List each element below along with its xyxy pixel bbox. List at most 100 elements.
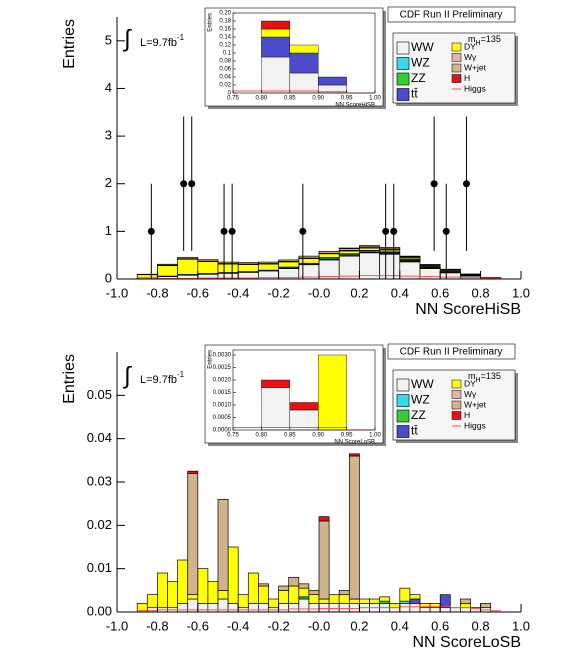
mass-symbol: m bbox=[468, 34, 476, 44]
legend-label: Higgs bbox=[464, 83, 486, 93]
histogram-bar bbox=[318, 253, 340, 258]
legend-label: tt̄ bbox=[411, 424, 418, 438]
histogram-bar bbox=[318, 76, 347, 86]
legend-swatch bbox=[396, 425, 410, 438]
histogram-bar bbox=[379, 596, 391, 602]
inset-x-tick-label: 0.85 bbox=[284, 433, 296, 439]
luminosity: L=9.7fb-1 bbox=[140, 370, 185, 386]
legend-label: W+jet bbox=[464, 399, 487, 409]
histogram-bar bbox=[409, 598, 421, 604]
x-tick-label: -1.0 bbox=[106, 618, 128, 633]
luminosity-exponent: -1 bbox=[177, 33, 185, 42]
histogram-bar bbox=[348, 455, 360, 600]
histogram-bar bbox=[258, 585, 269, 604]
x-axis-label: NN ScoreHiSB bbox=[415, 301, 521, 318]
data-point bbox=[442, 227, 450, 235]
mass-value: =135 bbox=[481, 34, 501, 44]
histogram-bar bbox=[399, 602, 411, 613]
mass-subscript: H bbox=[476, 40, 481, 47]
inset-y-tick-label: 0.08 bbox=[219, 59, 231, 65]
histogram-bar bbox=[439, 594, 451, 609]
x-tick-label: 0.6 bbox=[431, 285, 449, 300]
x-tick-label: -0.8 bbox=[146, 285, 168, 300]
legend-label: WW bbox=[411, 40, 434, 54]
histogram-bar bbox=[278, 259, 300, 262]
histogram-bar bbox=[389, 602, 401, 609]
luminosity-text: L=9.7fb bbox=[140, 374, 177, 386]
histogram-bar bbox=[348, 598, 360, 604]
y-tick-label: 5 bbox=[105, 32, 112, 47]
data-point bbox=[228, 227, 236, 235]
histogram-bar bbox=[268, 598, 279, 609]
inset-y-tick-label: 0.0015 bbox=[213, 390, 232, 396]
histogram-bar bbox=[298, 598, 310, 613]
luminosity: L=9.7fb-1 bbox=[140, 33, 185, 49]
legend-swatch bbox=[451, 42, 462, 52]
y-axis-label: Entries bbox=[61, 19, 78, 69]
inset-x-tick-label: 0.75 bbox=[227, 96, 239, 102]
histogram-bar bbox=[338, 589, 350, 596]
histogram-bar bbox=[289, 52, 319, 74]
x-tick-label: -0.6 bbox=[187, 285, 209, 300]
histogram-bar bbox=[261, 379, 290, 388]
histogram-bar bbox=[278, 602, 290, 613]
legend-label: WW bbox=[411, 377, 434, 391]
histogram-bar bbox=[318, 520, 330, 600]
legend-swatch bbox=[451, 74, 462, 83]
histogram-bar bbox=[389, 607, 401, 613]
legend-label: H bbox=[464, 73, 470, 83]
x-tick-label: 0.6 bbox=[431, 618, 449, 633]
histogram-bar bbox=[217, 589, 229, 600]
histogram-bar bbox=[449, 607, 461, 613]
mass-subscript: H bbox=[476, 377, 481, 384]
histogram-bar bbox=[318, 602, 330, 613]
histogram-bar bbox=[217, 498, 229, 591]
inset-frame bbox=[232, 349, 376, 431]
x-axis-label: NN ScoreLoSB bbox=[413, 634, 522, 651]
data-point bbox=[299, 227, 307, 235]
legend-label: ZZ bbox=[411, 408, 426, 422]
inset-y-tick-label: 0.0005 bbox=[213, 415, 232, 421]
histogram-bar bbox=[261, 36, 290, 58]
histogram-bar bbox=[369, 598, 380, 604]
inset-y-tick-label: 0.02 bbox=[219, 83, 231, 89]
histogram-bar bbox=[177, 258, 199, 275]
inset-y-tick-label: 0.14 bbox=[219, 35, 231, 41]
legend-label: H bbox=[464, 410, 470, 420]
histogram-bar bbox=[328, 594, 340, 604]
histogram-bar bbox=[157, 572, 168, 609]
x-tick-label: 0.8 bbox=[472, 618, 490, 633]
x-tick-label: 0.4 bbox=[391, 618, 409, 633]
y-tick-label: 3 bbox=[105, 128, 112, 143]
legend-swatch bbox=[451, 390, 462, 399]
histogram-bar bbox=[359, 252, 380, 280]
y-tick-label: 0.01 bbox=[87, 560, 112, 575]
inset-y-tick-label: 0.0010 bbox=[213, 403, 232, 409]
legend-swatch bbox=[396, 41, 410, 55]
y-tick-label: 0.04 bbox=[87, 430, 112, 445]
histogram-bar bbox=[460, 598, 471, 604]
histogram-bar bbox=[258, 263, 279, 271]
histogram-bar bbox=[258, 261, 279, 264]
inset-x-label: NN ScoreLoSB bbox=[334, 440, 375, 446]
histogram-bar bbox=[439, 272, 461, 280]
histogram-bar bbox=[278, 261, 300, 268]
y-tick-label: 0.05 bbox=[87, 387, 112, 402]
histogram-bar bbox=[289, 44, 319, 54]
histogram-bar bbox=[348, 602, 360, 613]
x-tick-label: -1.0 bbox=[106, 285, 128, 300]
histogram-bar bbox=[167, 581, 178, 609]
legend-label: DY bbox=[464, 41, 476, 51]
histogram-bar bbox=[177, 559, 189, 604]
histogram-bar bbox=[460, 602, 471, 609]
histogram-bar bbox=[187, 472, 199, 596]
y-tick-label: 0 bbox=[105, 270, 112, 285]
inset-x-tick-label: 0.90 bbox=[312, 96, 324, 102]
legend-label: Wγ bbox=[464, 52, 477, 62]
histogram-bar bbox=[298, 583, 310, 589]
y-tick-label: 0.00 bbox=[87, 603, 112, 618]
histogram-bar bbox=[177, 602, 189, 613]
legend-label: Wγ bbox=[464, 389, 477, 399]
histogram-bar bbox=[207, 581, 219, 604]
histogram-bar bbox=[338, 250, 360, 255]
